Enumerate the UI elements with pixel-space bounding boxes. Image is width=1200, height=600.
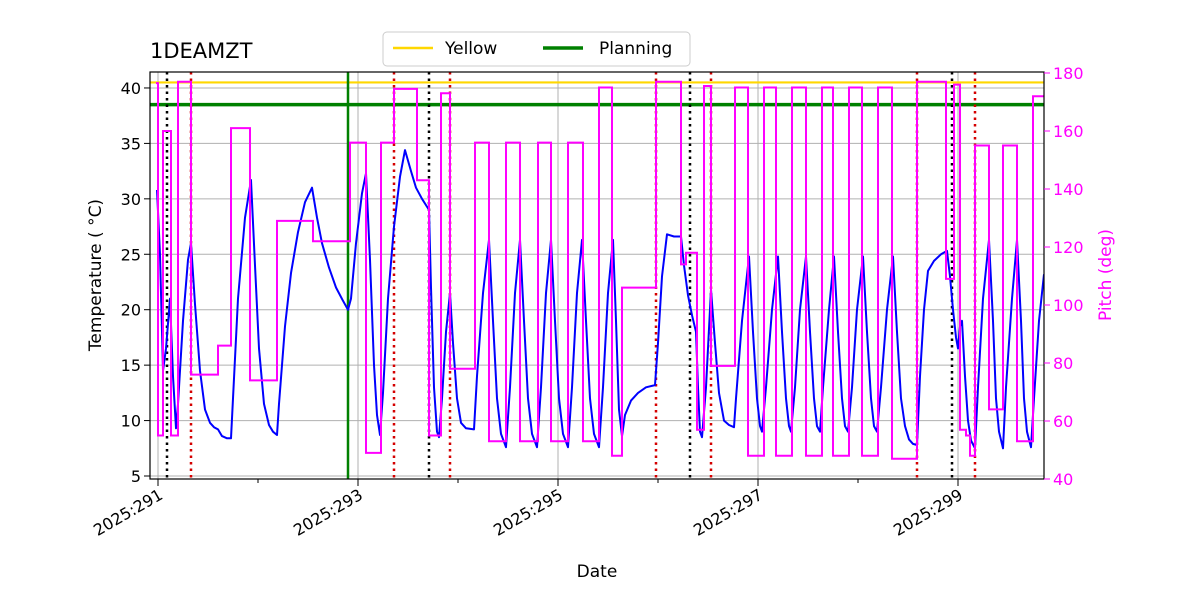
legend-box [382,31,691,67]
chart-title: 1DEAMZT [150,39,253,63]
series-layer [156,80,1044,460]
plot-area [150,72,1044,479]
y-tick-label: 20 [121,301,141,320]
y-axis-label: Temperature ( °C) [86,199,106,352]
legend: Yellow Planning [382,31,691,67]
y-tick-label: 30 [121,190,141,209]
y2-tick-label: 80 [1053,354,1073,373]
y-tick-label: 10 [121,412,141,431]
y2-tick-label: 60 [1053,412,1073,431]
legend-label-yellow: Yellow [444,39,497,59]
y2-tick-label: 100 [1053,296,1084,315]
y2-tick-label: 40 [1053,470,1073,489]
y-tick-label: 35 [121,134,141,153]
y2-tick-label: 140 [1053,180,1084,199]
axes-frame [149,71,1045,480]
pitch-line [156,80,1044,460]
y-tick-label: 25 [121,245,141,264]
y2-tick-label: 180 [1053,64,1084,83]
y2-tick-label: 160 [1053,122,1084,141]
x-axis-label: Date [577,562,618,582]
y-tick-label: 40 [121,79,141,98]
y2-tick-label: 120 [1053,238,1084,257]
y2-axis-label: Pitch (deg) [1096,229,1116,321]
temperature-line [156,149,1044,450]
y-tick-label: 15 [121,356,141,375]
legend-label-planning: Planning [599,39,672,59]
y-tick-label: 5 [131,467,141,486]
